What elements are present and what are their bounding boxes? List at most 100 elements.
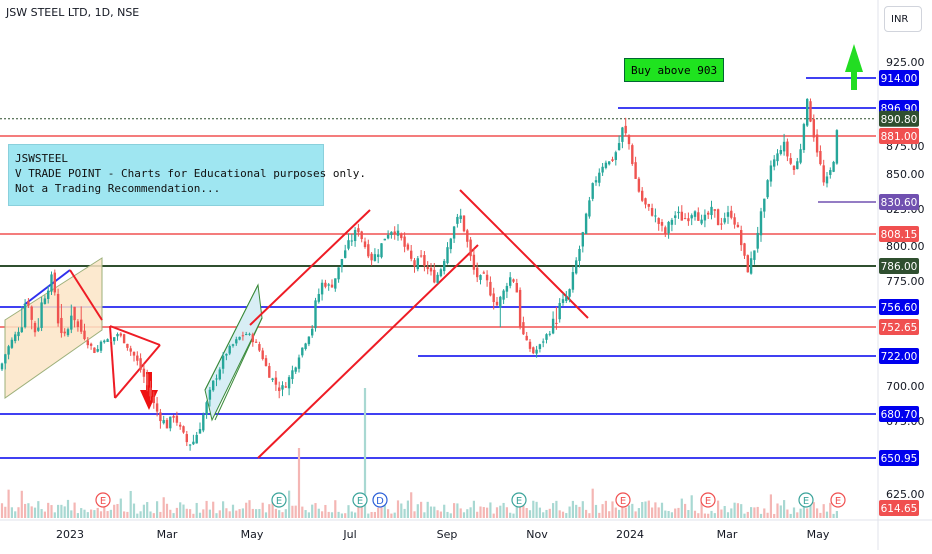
candle-body — [162, 420, 165, 424]
candle-body — [426, 266, 429, 270]
volume-bar — [660, 502, 664, 518]
volume-bar — [222, 501, 225, 518]
candle-body — [377, 254, 380, 257]
candle-body — [40, 302, 43, 328]
candle-body — [284, 386, 287, 388]
candle-body — [641, 190, 644, 201]
candle-body — [667, 221, 670, 234]
event-marker-circle — [798, 492, 814, 508]
volume-bar — [809, 500, 812, 518]
volume-bar — [17, 507, 20, 518]
volume-bar — [0, 503, 4, 518]
candle-body — [703, 214, 707, 221]
volume-bar — [700, 502, 703, 518]
candle-body — [716, 209, 720, 226]
candle-body — [809, 101, 812, 122]
price-tag-label: 830.60 — [881, 197, 918, 209]
volume-bar — [825, 511, 829, 518]
volume-bar — [156, 501, 159, 518]
volume-bar — [165, 503, 169, 518]
candle-body — [311, 328, 314, 336]
candle-body — [515, 282, 518, 293]
volume-bar — [740, 504, 743, 518]
candle-body — [693, 211, 697, 217]
event-marker-label: E — [516, 496, 522, 507]
event-marker-circle — [352, 492, 368, 508]
candle-body — [353, 229, 357, 242]
volume-bar — [86, 512, 89, 518]
volume-bar — [575, 504, 578, 518]
volume-bar — [40, 509, 43, 518]
volume-bar — [545, 509, 548, 518]
volume-bar — [205, 500, 208, 518]
candle-body — [548, 333, 551, 335]
volume-bar — [132, 503, 136, 518]
price-tag — [879, 500, 919, 516]
candle-body — [476, 267, 479, 278]
volume-bar — [654, 502, 657, 518]
volume-bar — [149, 511, 152, 518]
volume-bar — [255, 509, 258, 518]
channel-shade-1 — [4, 257, 103, 399]
candle-body — [598, 172, 601, 183]
event-marker-label: E — [100, 496, 106, 507]
candle-body — [281, 385, 284, 390]
volume-bar — [426, 501, 429, 518]
candle-body — [347, 240, 350, 249]
candle-body — [7, 346, 10, 355]
candle-body — [568, 289, 571, 297]
volume-bar — [608, 511, 611, 518]
candle-body — [545, 334, 548, 340]
event-marker-circle — [615, 492, 631, 508]
y-tick-label: 775.00 — [886, 275, 925, 288]
candle-body — [565, 296, 568, 301]
volume-bar — [634, 511, 637, 518]
volume-bar — [198, 512, 202, 518]
candle-body — [495, 301, 499, 306]
candle-body — [575, 260, 578, 274]
volume-bar — [707, 513, 710, 518]
currency-button[interactable]: INR — [884, 6, 922, 32]
volume-bar — [33, 507, 37, 518]
buy-above-label: Buy above 903 — [624, 58, 725, 82]
candle-body — [0, 363, 4, 370]
event-marker-label: E — [276, 496, 282, 507]
candle-body — [182, 426, 185, 433]
candle-body — [4, 354, 7, 364]
volume-bar — [783, 500, 786, 518]
candle-body — [119, 333, 122, 336]
volume-bar — [565, 513, 568, 518]
x-tick-label: Mar — [717, 528, 738, 541]
volume-bar — [53, 512, 56, 518]
volume-bar — [641, 502, 644, 518]
volume-bar — [799, 508, 802, 518]
candle-body — [621, 127, 624, 142]
volume-bar — [258, 509, 261, 518]
candle-body — [198, 429, 202, 434]
volume-bar — [136, 513, 139, 518]
volume-bar — [558, 510, 561, 518]
candle-body — [142, 368, 146, 377]
candle-body — [205, 402, 208, 415]
y-tick-label: 850.00 — [886, 168, 925, 181]
candle-body — [324, 282, 327, 287]
volume-bar — [60, 504, 63, 518]
candle-body — [482, 272, 485, 274]
volume-bar — [129, 490, 132, 518]
volume-bar — [30, 506, 33, 518]
candle-body — [337, 267, 340, 280]
volume-bar — [680, 498, 683, 518]
candle-body — [80, 319, 83, 332]
event-marker-label: E — [705, 496, 711, 507]
candle-body — [14, 334, 17, 342]
y-tick-label: 625.00 — [886, 488, 925, 501]
candle-body — [786, 141, 789, 157]
candle-body — [208, 389, 212, 400]
candle-body — [175, 415, 179, 423]
y-tick-label: 800.00 — [886, 240, 925, 253]
volume-bar — [14, 511, 17, 518]
note-line-2: V TRADE POINT - Charts for Educational p… — [15, 167, 366, 180]
candle-body — [17, 331, 20, 337]
